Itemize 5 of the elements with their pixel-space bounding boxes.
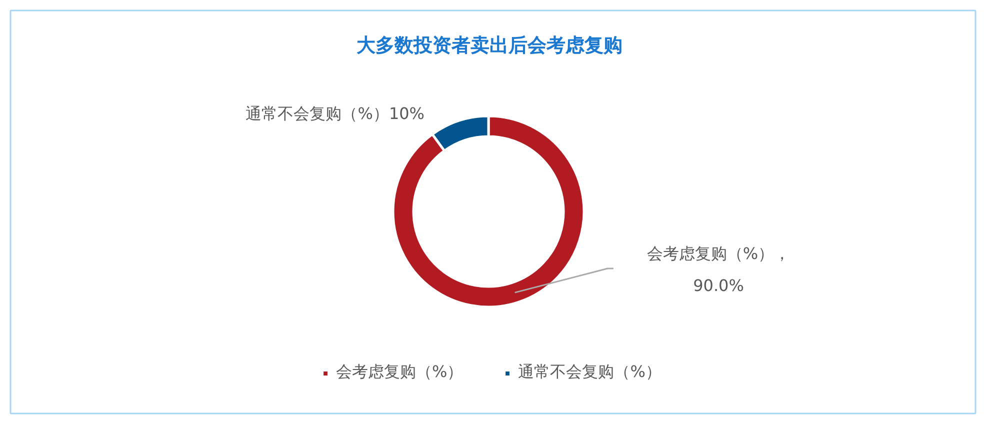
legend-label: 通常不会复购（%） [518,362,662,383]
data-label: 通常不会复购（%）10% [246,104,424,123]
data-label: 会考虑复购（%）， 90.0% [646,244,790,295]
legend-label: 会考虑复购（%） [336,362,464,383]
chart-title: 大多数投资者卖出后会考虑复购 [356,34,622,56]
